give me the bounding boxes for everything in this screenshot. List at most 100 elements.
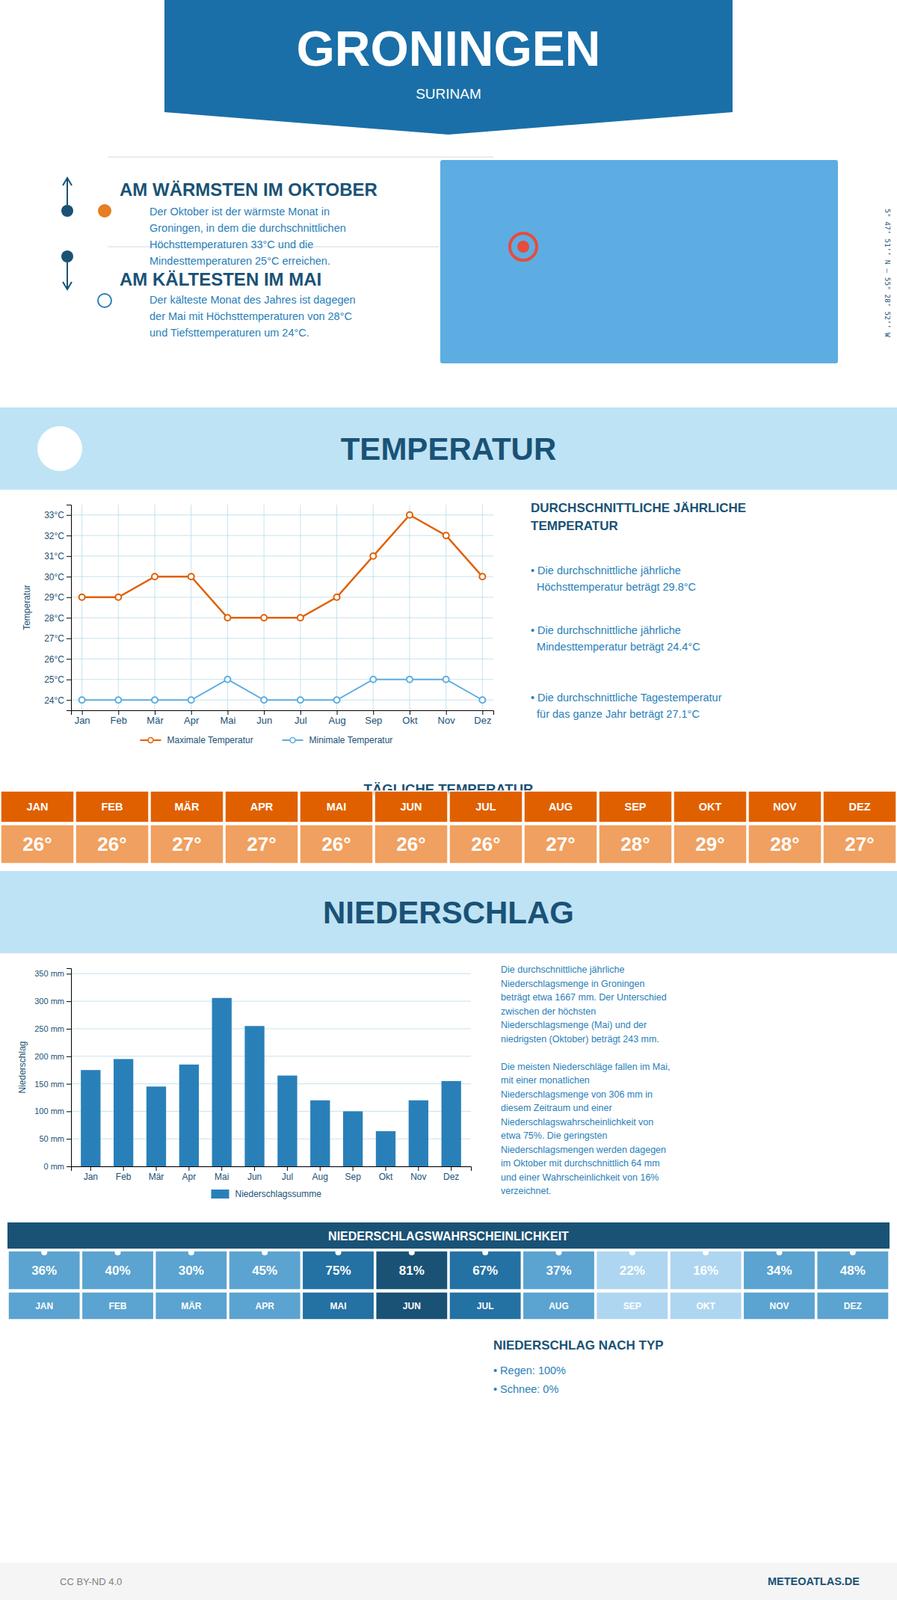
month-label: DEZ xyxy=(849,800,871,813)
tick: 50 mm xyxy=(38,1133,72,1143)
tick-mark xyxy=(66,1083,72,1085)
tick: Aug xyxy=(312,1166,329,1182)
header-cell xyxy=(449,790,523,823)
drop xyxy=(556,1249,563,1256)
tick-label: Dez xyxy=(443,1171,459,1182)
tick-mark xyxy=(352,1166,354,1171)
month-label: JUN xyxy=(402,1300,421,1312)
point xyxy=(406,676,413,683)
data-label: 36% xyxy=(31,1263,57,1278)
point xyxy=(79,696,86,703)
legend-label: Niederschlagssumme xyxy=(235,1188,323,1199)
bar xyxy=(343,1110,363,1167)
tick-mark xyxy=(118,710,119,715)
tick: Feb xyxy=(110,710,128,726)
point xyxy=(406,512,413,519)
month-label: SEP xyxy=(624,800,646,813)
tick: Jun xyxy=(247,1166,262,1182)
icon xyxy=(62,177,72,186)
data-label: 26° xyxy=(97,832,127,856)
tick-label: 300 mm xyxy=(34,996,65,1006)
month-label: MAI xyxy=(326,800,347,813)
tick-mark xyxy=(263,710,265,715)
bar xyxy=(80,1069,101,1167)
bar xyxy=(277,1075,297,1167)
tick: 25°C xyxy=(44,674,72,685)
tick-mark xyxy=(66,973,72,974)
point xyxy=(297,696,304,703)
tick: 150 mm xyxy=(34,1079,72,1089)
data-label: 22% xyxy=(619,1263,646,1278)
tick-label: 29°C xyxy=(44,592,65,603)
value-cell xyxy=(155,1250,228,1290)
tick: 350 mm xyxy=(34,968,72,978)
value-cell xyxy=(81,1250,154,1290)
month-label: APR xyxy=(250,800,274,813)
tick: 33°C xyxy=(44,509,72,521)
bar xyxy=(113,1058,134,1167)
map xyxy=(439,159,839,365)
tick-mark xyxy=(188,1166,190,1171)
tick: 26°C xyxy=(44,654,72,665)
tick-mark xyxy=(287,1166,288,1171)
tick-mark xyxy=(450,1166,452,1171)
tick: Dez xyxy=(443,1166,459,1182)
value-cell xyxy=(228,1250,301,1290)
title: GRONINGEN xyxy=(296,20,601,77)
value-cell xyxy=(748,824,822,864)
tick-label: 24°C xyxy=(44,695,65,706)
tick-mark xyxy=(66,617,72,619)
tick-mark xyxy=(66,1000,72,1002)
drop xyxy=(776,1249,783,1256)
bar xyxy=(441,1080,462,1167)
tick: Okt xyxy=(402,710,418,726)
bar xyxy=(179,1064,199,1167)
tick: Apr xyxy=(183,710,200,726)
tick: Feb xyxy=(115,1166,132,1182)
grid-line xyxy=(71,1027,471,1029)
point xyxy=(370,676,376,683)
line xyxy=(82,515,483,619)
x-axis: JanFebMärAprMaiJunJulAugSepOktNovDez xyxy=(71,710,495,726)
warm-title: AM WÄRMSTEN IM OKTOBER xyxy=(119,179,378,200)
grid-line xyxy=(190,504,192,711)
drop xyxy=(408,1249,415,1256)
value-cell xyxy=(449,1250,522,1290)
tick: 100 mm xyxy=(34,1106,72,1116)
tick-mark xyxy=(66,679,72,681)
tick: Dez xyxy=(473,710,492,726)
cold-text: Der kälteste Monat des Jahres ist dagege… xyxy=(149,293,356,339)
month-label: SEP xyxy=(623,1300,642,1312)
section-title: NIEDERSCHLAG xyxy=(322,894,575,930)
month-label: APR xyxy=(254,1300,275,1312)
type-title: NIEDERSCHLAG NACH TYP xyxy=(493,1338,664,1353)
stats-text: • Die durchschnittliche jährliche Mindes… xyxy=(530,624,701,653)
subtitle: SURINAM xyxy=(415,85,482,102)
tick: 32°C xyxy=(44,530,72,542)
axis-line xyxy=(66,505,72,711)
data-label: 26° xyxy=(470,832,501,856)
legend-swatch xyxy=(290,737,296,744)
y-axis-title: Temperatur xyxy=(21,584,33,631)
legend-item: Minimale Temperatur xyxy=(282,734,394,746)
month-label: JUL xyxy=(475,800,497,813)
footer-left: CC BY-ND 4.0 xyxy=(59,1575,122,1587)
footer-right: METEOATLAS.DE xyxy=(767,1574,860,1587)
grid-line xyxy=(263,504,265,711)
value-cell xyxy=(669,1250,742,1290)
type-item: • Regen: 100% xyxy=(493,1364,566,1377)
icon xyxy=(62,281,72,290)
data-label: 67% xyxy=(472,1263,498,1278)
header-cell xyxy=(75,790,149,823)
axis-line xyxy=(71,710,495,716)
tick: 250 mm xyxy=(34,1024,72,1034)
point xyxy=(479,573,486,580)
tick-label: 28°C xyxy=(44,612,65,624)
tick-label: Sep xyxy=(364,714,382,726)
data-label: 37% xyxy=(545,1263,572,1278)
type-item: • Schnee: 0% xyxy=(493,1382,559,1395)
grid-line xyxy=(71,535,494,536)
data-label: 26° xyxy=(321,832,351,856)
tick-mark xyxy=(66,658,72,660)
month-label: OKT xyxy=(698,800,723,813)
